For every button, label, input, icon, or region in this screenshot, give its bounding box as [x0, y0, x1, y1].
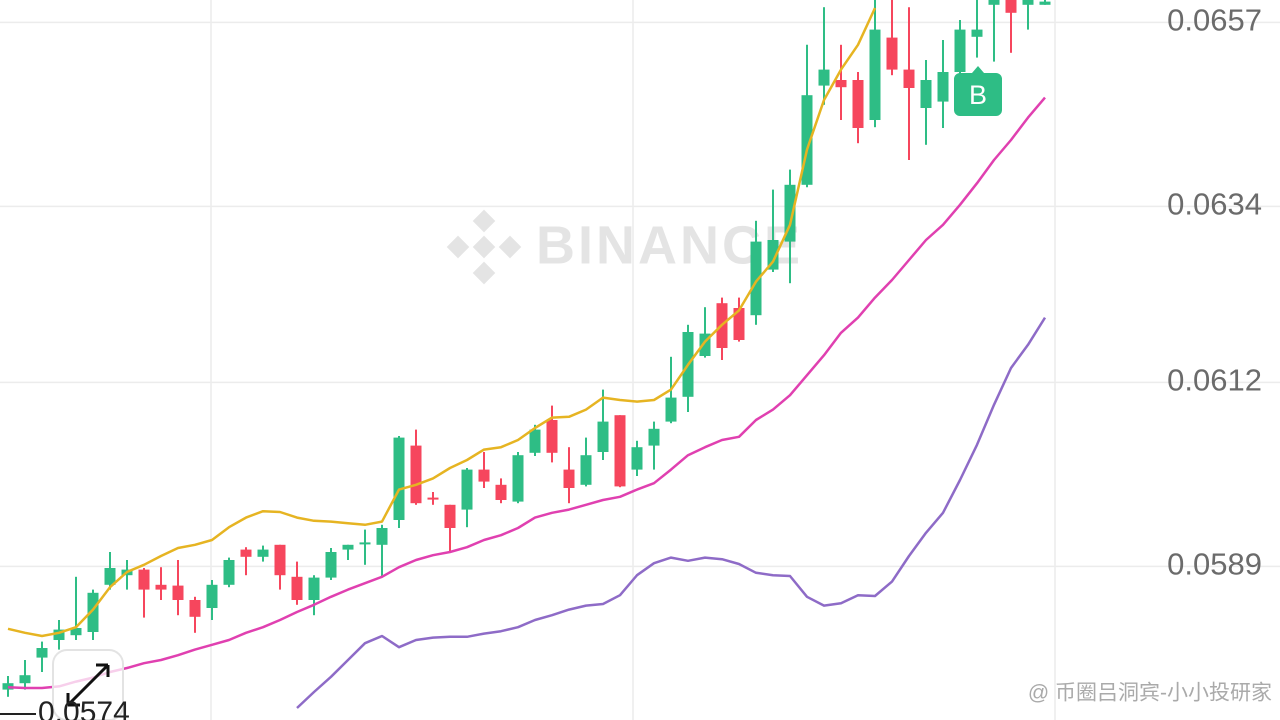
candle-body [1039, 1, 1051, 5]
candle-body [597, 421, 609, 452]
candle-body [648, 428, 660, 446]
candle-body [172, 585, 184, 600]
candle-body [699, 333, 711, 356]
candle-body [53, 629, 65, 640]
candle-body [971, 29, 983, 37]
candle-body [70, 628, 82, 636]
candle-body [461, 469, 473, 510]
candle-body [1022, 0, 1034, 5]
candle-body [2, 683, 14, 690]
candle-body [546, 420, 558, 453]
candle-body [631, 447, 643, 470]
candle-body [869, 29, 881, 121]
candle-body [665, 397, 677, 422]
ma-line [7, 7, 877, 638]
candle-body [563, 469, 575, 488]
candle-body [410, 445, 422, 504]
trade-marker-label: B [969, 80, 987, 110]
candle-body [308, 577, 320, 600]
candle-body [818, 69, 830, 86]
trade-marker: B [954, 66, 1002, 116]
watermark: BINANCE [446, 209, 803, 285]
candle-body [359, 542, 371, 545]
candle-body [852, 80, 864, 128]
candle-body [767, 240, 779, 270]
candle-body [87, 592, 99, 632]
low-label: 0.0574 [38, 696, 130, 720]
ma-line [296, 316, 1047, 709]
candle-body [937, 72, 949, 102]
candle-body [274, 544, 286, 576]
candle-body [784, 184, 796, 242]
candle-body [988, 0, 1000, 5]
candle-body [801, 95, 813, 185]
candle-body [529, 429, 541, 453]
candle-body [512, 455, 524, 502]
candle-body [206, 584, 218, 608]
candle-body [155, 584, 167, 590]
candle-body [291, 576, 303, 600]
candle-body [325, 552, 337, 578]
candle-body [36, 648, 48, 658]
candle-body [835, 80, 847, 88]
candle-body [257, 549, 269, 557]
candle-body [104, 568, 116, 585]
candle-body [920, 80, 932, 108]
candle-body [393, 437, 405, 520]
candle-body [189, 600, 201, 617]
candle-body [240, 549, 252, 557]
candle-body [495, 484, 507, 500]
candle-body [138, 569, 150, 590]
credit: @ 币圈吕洞宾-小小投研家 [1028, 682, 1272, 705]
y-tick-label: 0.0634 [1167, 187, 1262, 222]
candle-body [733, 308, 745, 340]
expand-button[interactable] [52, 649, 124, 720]
candle-body [886, 37, 898, 70]
ma-line [7, 96, 1046, 690]
watermark-text: BINANCE [536, 215, 803, 275]
y-tick-label: 0.0657 [1167, 3, 1262, 38]
candle-body [427, 497, 439, 500]
candle-body [954, 29, 966, 73]
candle-body [750, 241, 762, 316]
candle-body [223, 560, 235, 585]
candle-body [614, 415, 626, 487]
candle-body [478, 469, 490, 482]
candle-body [444, 504, 456, 528]
candle-body [903, 69, 915, 88]
candle-body [342, 544, 354, 550]
candle-body [376, 528, 388, 545]
candle-body [1005, 0, 1017, 13]
candle-body [19, 675, 31, 684]
candle-body [580, 455, 592, 485]
y-tick-label: 0.0612 [1167, 363, 1262, 398]
y-tick-label: 0.0589 [1167, 547, 1262, 582]
